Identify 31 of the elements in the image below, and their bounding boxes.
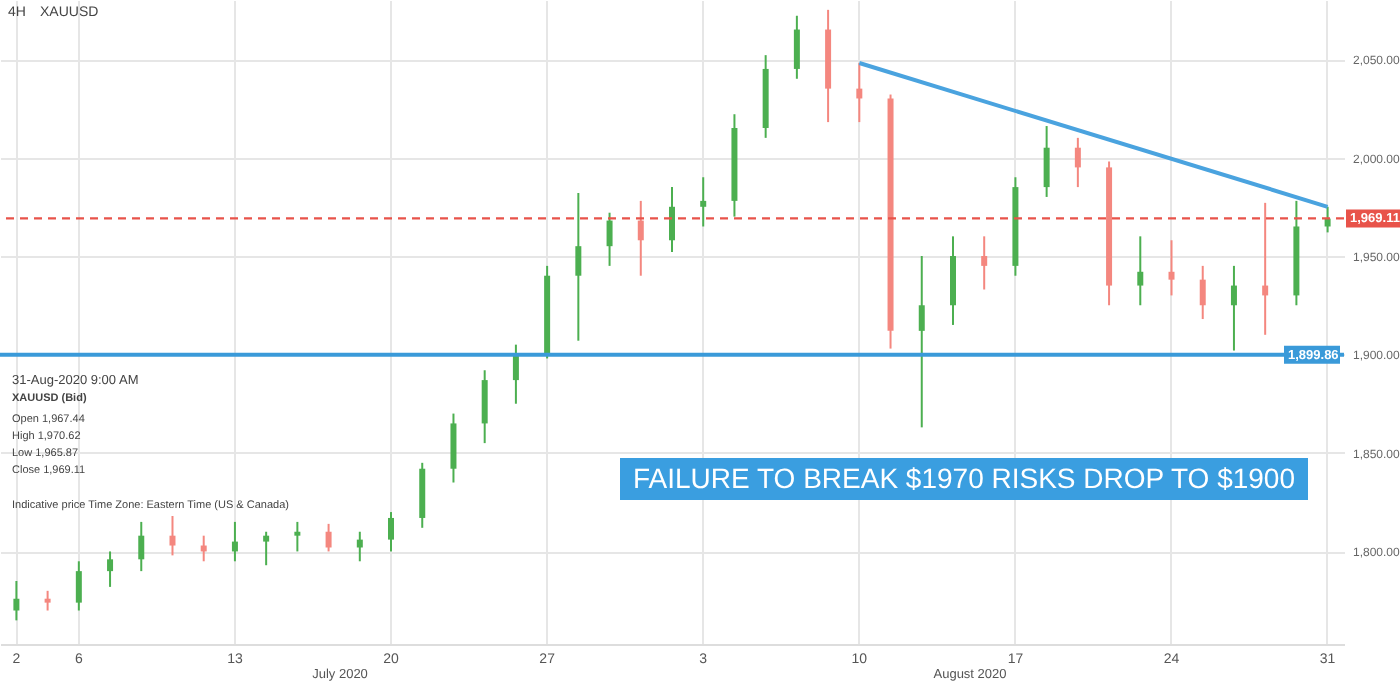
candlestick <box>388 511 395 553</box>
candlestick <box>481 369 488 445</box>
candlestick <box>44 589 51 612</box>
candlestick <box>75 560 82 612</box>
annotation: FAILURE TO BREAK $1970 RISKS DROP TO $1900 <box>633 462 1296 494</box>
candlestick <box>169 514 176 557</box>
candlestick <box>981 235 988 291</box>
candlestick <box>1074 136 1081 189</box>
candlestick <box>1262 201 1269 336</box>
candlestick <box>856 62 863 124</box>
candlestick <box>325 522 332 553</box>
candlestick <box>231 520 238 563</box>
candlestick <box>13 579 20 622</box>
candlestick <box>700 176 707 228</box>
candlestick <box>263 530 270 567</box>
candlestick <box>1168 239 1175 297</box>
candlestick <box>669 186 675 254</box>
candlestick <box>450 412 457 484</box>
candlestick <box>1199 264 1206 321</box>
candlestick <box>1230 264 1237 352</box>
candlestick <box>1043 125 1050 198</box>
candlestick <box>918 255 925 429</box>
candlestick <box>294 520 301 553</box>
candlestick <box>512 343 519 405</box>
candlestick <box>575 192 582 342</box>
candlestick <box>1137 235 1144 307</box>
candlestick <box>793 14 800 80</box>
candlestick <box>107 550 114 588</box>
candlestick <box>637 199 644 277</box>
candlestick <box>606 211 613 267</box>
candlestick <box>138 520 145 573</box>
